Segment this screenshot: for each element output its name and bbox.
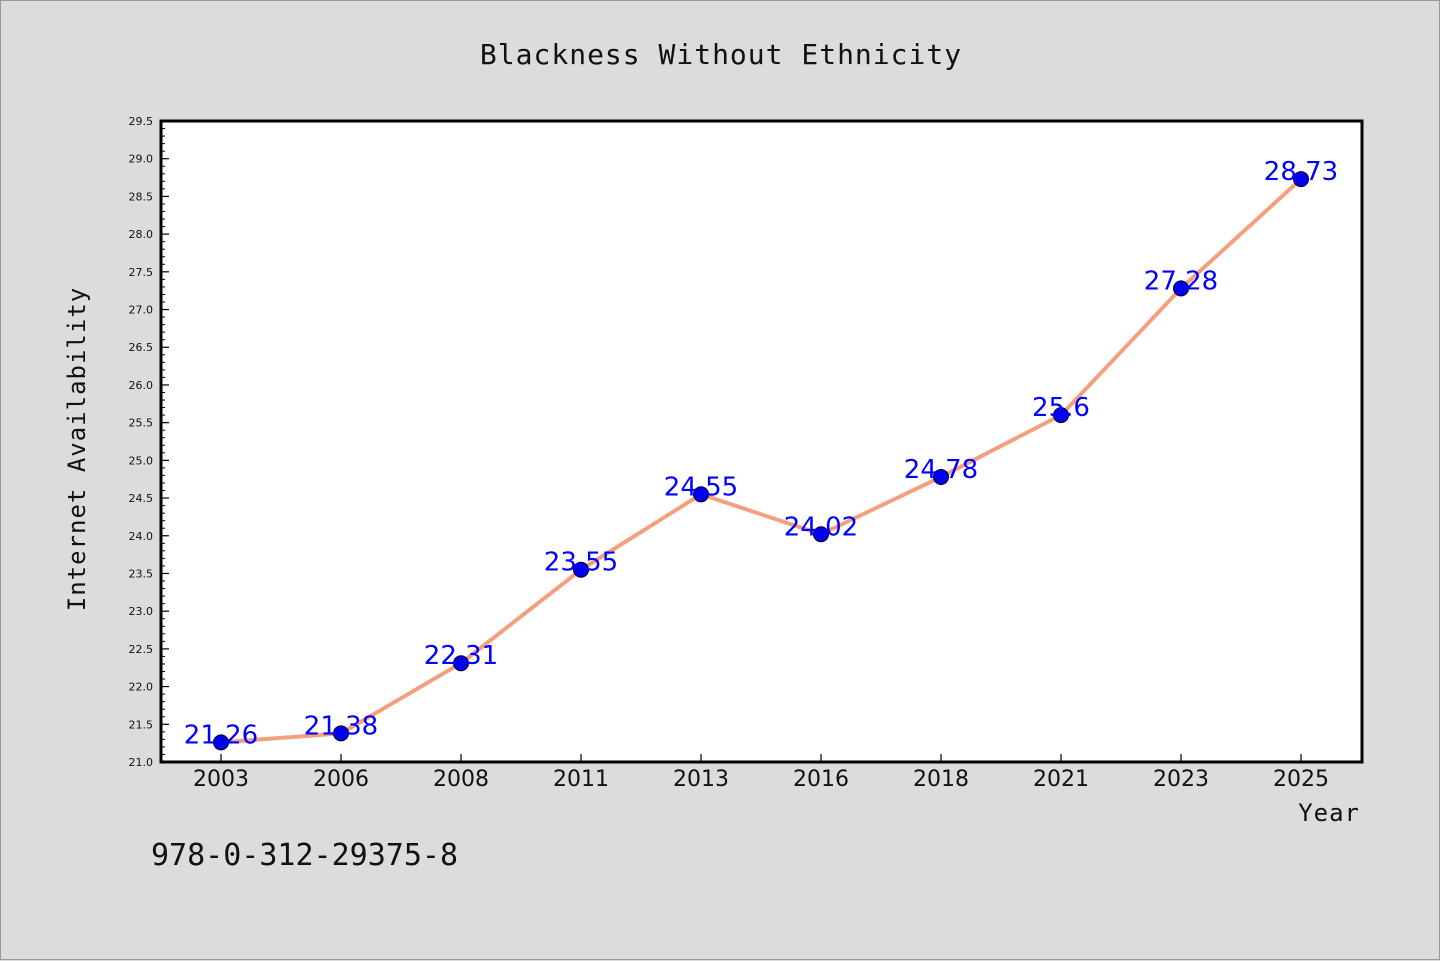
x-tick-label: 2011 — [553, 767, 609, 792]
data-label: 28.73 — [1264, 157, 1338, 187]
y-tick-label: 25.5 — [129, 417, 154, 430]
data-point — [693, 486, 709, 503]
chart-title: Blackness Without Ethnicity — [480, 38, 962, 71]
data-label: 24.78 — [904, 455, 978, 485]
data-label: 21.38 — [304, 711, 378, 741]
data-point — [453, 655, 469, 672]
data-label: 21.26 — [184, 720, 258, 750]
y-tick-label: 27.5 — [129, 266, 154, 279]
y-tick-label: 28.5 — [129, 190, 154, 203]
x-tick-label: 2003 — [193, 767, 249, 792]
plot-area — [159, 119, 1364, 764]
data-point — [813, 526, 829, 543]
data-point — [573, 561, 589, 578]
x-tick-label: 2025 — [1273, 767, 1329, 792]
series-layer — [213, 171, 1309, 751]
y-axis: 21.0 21.5 22.0 22.5 23.0 23.5 24.0 24.5 25.0 25.5… — [129, 115, 169, 769]
data-label: 24.02 — [784, 512, 858, 542]
data-point — [933, 468, 949, 485]
data-point — [1293, 171, 1309, 188]
y-tick-label: 24.5 — [129, 492, 154, 505]
x-tick-label: 2021 — [1033, 767, 1089, 792]
y-tick-label: 23.5 — [129, 567, 154, 580]
data-point — [1173, 280, 1189, 297]
y-tick-label: 29.0 — [129, 153, 154, 166]
x-axis: 2003 2006 2008 2011 2013 2016 2018 2021 2023 2025 — [193, 754, 1329, 792]
x-tick-label: 2023 — [1153, 767, 1209, 792]
data-label: 22.31 — [424, 641, 498, 671]
y-tick-label: 21.0 — [129, 756, 154, 769]
data-label: 27.28 — [1144, 266, 1218, 296]
data-point — [213, 734, 229, 751]
data-labels: 21.26 21.38 22.31 23.55 24.55 24.02 24.78 25.6 2… — [184, 157, 1338, 750]
y-tick-label: 29.5 — [129, 115, 154, 128]
y-tick-label: 24.0 — [129, 530, 154, 543]
x-tick-label: 2008 — [433, 767, 489, 792]
data-point — [333, 725, 349, 742]
y-tick-label: 27.0 — [129, 304, 154, 317]
y-tick-label: 22.5 — [129, 643, 154, 656]
x-tick-label: 2016 — [793, 767, 849, 792]
data-label: 25.6 — [1032, 393, 1090, 423]
data-label: 24.55 — [664, 472, 738, 502]
y-tick-label: 26.5 — [129, 341, 154, 354]
y-tick-label: 21.5 — [129, 718, 154, 731]
y-tick-label: 26.0 — [129, 379, 154, 392]
x-tick-label: 2018 — [913, 767, 969, 792]
series-line — [219, 177, 1303, 745]
y-tick-label: 22.0 — [129, 681, 154, 694]
data-point — [1053, 407, 1069, 424]
isbn-footer-text: 978-0-312-29375-8 — [151, 838, 458, 873]
y-tick-label: 28.0 — [129, 228, 154, 241]
data-label: 23.55 — [544, 548, 618, 578]
x-tick-label: 2006 — [313, 767, 369, 792]
y-tick-label: 25.0 — [129, 454, 154, 467]
y-tick-label: 23.0 — [129, 605, 154, 618]
y-axis-label: Internet Availability — [63, 287, 91, 611]
x-tick-label: 2013 — [673, 767, 729, 792]
x-axis-label: Year — [1298, 799, 1360, 827]
